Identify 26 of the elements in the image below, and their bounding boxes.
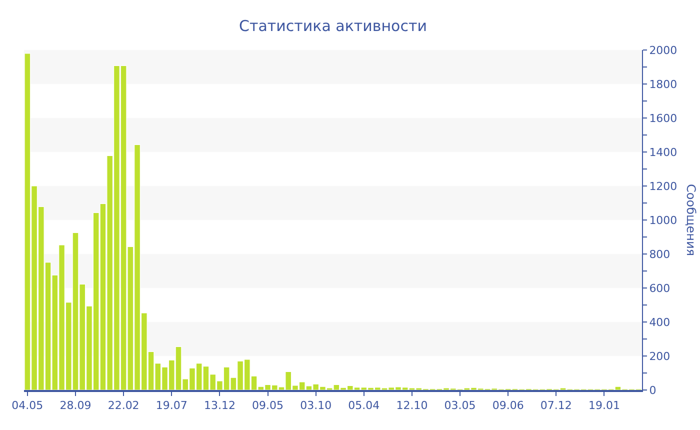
x-tick-label: 19.07: [156, 398, 188, 412]
x-tick-label: 03.05: [444, 398, 476, 412]
y-tick-label: 0: [649, 384, 656, 397]
y-tick-label: 2000: [649, 44, 678, 57]
y-tick-label: 200: [649, 350, 670, 363]
x-tick-label: 28.09: [60, 398, 92, 412]
x-tick-label: 03.10: [300, 398, 332, 412]
x-tick-label: 04.05: [12, 398, 44, 412]
y-tick-label: 1000: [649, 214, 678, 227]
x-tick-label: 22.02: [108, 398, 140, 412]
x-tick-label: 12.10: [396, 398, 428, 412]
y-tick-label: 400: [649, 316, 670, 329]
y-tick-label: 1200: [649, 180, 678, 193]
y-tick-label: 800: [649, 248, 670, 261]
y-tick-label: 1800: [649, 78, 678, 91]
y-tick-label: 600: [649, 282, 670, 295]
chart-title: Статистика активности: [239, 17, 427, 36]
x-tick-label: 19.01: [588, 398, 620, 412]
y-tick-label: 1400: [649, 146, 678, 159]
x-tick-label: 13.12: [204, 398, 236, 412]
x-tick-label: 09.05: [252, 398, 284, 412]
x-tick-label: 07.12: [540, 398, 572, 412]
y-axis-title: Сообщения: [684, 184, 698, 256]
x-tick-label: 05.04: [348, 398, 380, 412]
x-tick-label: 09.06: [492, 398, 524, 412]
y-tick-label: 1600: [649, 112, 678, 125]
